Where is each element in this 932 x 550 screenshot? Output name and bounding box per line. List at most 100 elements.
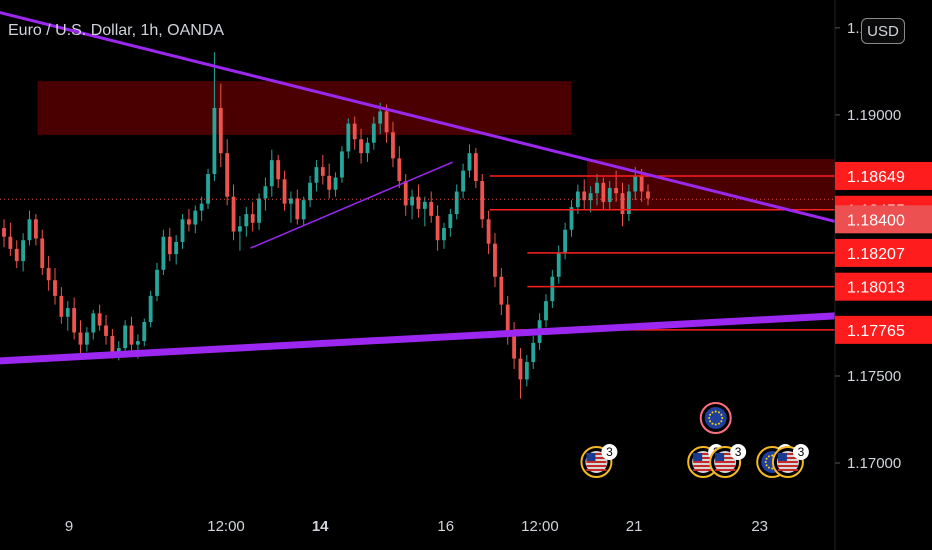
- candle: [308, 175, 312, 208]
- candle: [531, 335, 536, 370]
- candle: [72, 297, 77, 340]
- trendlines: [0, 11, 835, 365]
- candle-body: [174, 241, 179, 255]
- candle: [257, 193, 261, 230]
- candle-body: [301, 200, 306, 220]
- us-stripe: [693, 461, 714, 463]
- eu-star: [765, 457, 768, 460]
- candle-body: [550, 276, 555, 302]
- candle-body: [333, 177, 338, 190]
- candle: [314, 160, 319, 192]
- candle: [333, 172, 338, 197]
- price-tag: [835, 315, 932, 344]
- candle-body: [480, 181, 485, 220]
- candle-body: [129, 325, 134, 345]
- candle: [646, 184, 650, 206]
- candle: [563, 222, 568, 260]
- candle-body: [518, 358, 523, 380]
- candle-body: [467, 153, 472, 171]
- candle: [607, 181, 612, 209]
- candle-body: [320, 167, 325, 176]
- candle: [569, 200, 574, 237]
- candle: [244, 207, 249, 237]
- candle: [473, 147, 478, 188]
- candle-body: [646, 191, 650, 199]
- us-stripe: [777, 453, 798, 455]
- candle-body: [276, 160, 281, 180]
- event-count: 3: [735, 445, 742, 459]
- eu-star: [767, 455, 770, 458]
- candle-body: [199, 203, 204, 211]
- candle-body: [556, 252, 561, 277]
- candle-body: [359, 139, 363, 154]
- candle: [180, 214, 185, 249]
- candle-body: [384, 111, 389, 133]
- candle: [142, 318, 147, 347]
- candle-body: [218, 107, 223, 154]
- candle: [104, 315, 108, 345]
- candle-body: [65, 308, 70, 317]
- candle-body: [505, 304, 510, 335]
- candle-body: [626, 191, 631, 215]
- candle: [352, 116, 357, 150]
- candle-body: [53, 280, 57, 296]
- candle-body: [620, 193, 625, 215]
- candle-body: [2, 228, 6, 237]
- candle: [33, 214, 38, 246]
- candle-body: [391, 132, 395, 159]
- candle: [225, 139, 230, 206]
- candle-body: [231, 196, 236, 232]
- candle-body: [155, 269, 159, 296]
- price-tag: [835, 205, 932, 234]
- us-stripe: [586, 457, 607, 459]
- trendline: [0, 312, 835, 365]
- candle-body: [595, 182, 599, 194]
- eu-flag-icon[interactable]: [699, 402, 732, 434]
- candle: [499, 268, 504, 316]
- us-stripe: [586, 453, 607, 455]
- candle-body: [180, 219, 185, 242]
- us-flag-icon[interactable]: 3: [580, 444, 618, 478]
- candle-body: [40, 238, 45, 269]
- eu-star: [708, 417, 711, 419]
- candle: [620, 182, 625, 227]
- candle-body: [206, 174, 210, 204]
- eu-star: [711, 411, 714, 414]
- candle: [544, 294, 548, 328]
- price-tags: 1.186491.184551.184001.182071.180131.177…: [835, 161, 932, 344]
- candle-body: [78, 332, 83, 345]
- candle: [269, 149, 274, 197]
- candle-body: [346, 123, 351, 152]
- event-count: 3: [606, 445, 613, 459]
- us-flag-icon[interactable]: 3: [771, 444, 809, 478]
- candle: [448, 208, 453, 237]
- candle: [518, 348, 523, 399]
- us-flag-icon[interactable]: 3: [709, 444, 747, 478]
- candle-body: [512, 334, 517, 359]
- candle: [410, 189, 414, 220]
- candle-body: [371, 123, 376, 143]
- us-stripe: [715, 461, 736, 463]
- candle: [416, 184, 421, 218]
- y-tick-label: 1.19000: [847, 107, 901, 124]
- us-stripe: [693, 457, 714, 459]
- currency-button[interactable]: USD: [861, 18, 905, 44]
- candle: [174, 234, 179, 265]
- candle: [59, 287, 64, 324]
- chart-title: Euro / U.S. Dollar, 1h, OANDA: [8, 22, 225, 39]
- candle: [289, 191, 293, 223]
- candle-body: [46, 268, 51, 281]
- candle-body: [327, 175, 332, 190]
- price-tag-label: 1.18013: [847, 280, 905, 297]
- us-canton: [693, 453, 703, 461]
- candle: [595, 174, 599, 206]
- candle-body: [142, 322, 147, 342]
- candle-body: [410, 196, 414, 206]
- eu-star: [709, 420, 712, 423]
- candle-body: [639, 175, 644, 192]
- us-stripe: [586, 469, 607, 471]
- candle-body: [14, 248, 19, 262]
- candle-body: [104, 325, 108, 336]
